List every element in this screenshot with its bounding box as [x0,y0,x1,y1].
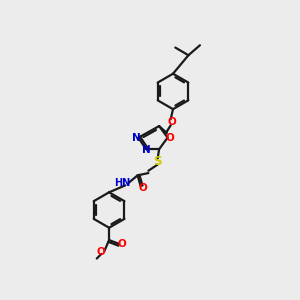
Text: HN: HN [114,178,130,188]
Text: O: O [139,183,147,193]
Text: N: N [142,145,150,155]
Text: O: O [118,239,127,249]
Text: O: O [167,117,176,127]
Text: O: O [96,247,105,256]
Text: O: O [166,133,174,142]
Text: S: S [153,155,162,168]
Text: N: N [132,133,140,142]
